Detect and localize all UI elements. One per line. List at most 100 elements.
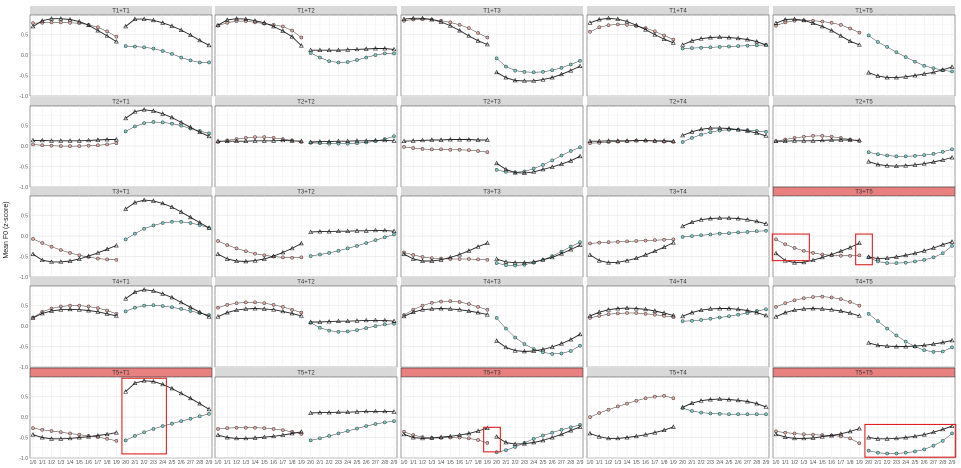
syllable2-point bbox=[699, 410, 704, 415]
syllable2-point bbox=[745, 412, 750, 417]
syllable1-point bbox=[457, 300, 462, 304]
panel-T2-T5: T2+T5 bbox=[772, 97, 956, 188]
syllable2-point bbox=[179, 307, 184, 311]
reference2-point bbox=[717, 396, 723, 401]
x-tick-label: 1/0 bbox=[587, 460, 594, 466]
reference2-point bbox=[169, 114, 175, 120]
reference2-point bbox=[894, 163, 899, 168]
reference2-point bbox=[540, 437, 546, 443]
reference1-point bbox=[438, 434, 444, 439]
syllable1-point bbox=[439, 299, 443, 304]
reference1-point bbox=[67, 16, 73, 22]
syllable1-point bbox=[838, 22, 843, 27]
syllable1-point bbox=[439, 147, 443, 152]
reference1-point bbox=[466, 137, 472, 142]
reference2-point bbox=[336, 47, 341, 53]
reference1-point bbox=[615, 259, 621, 265]
syllable2-point bbox=[727, 314, 731, 319]
syllable1-point bbox=[838, 297, 843, 301]
reference1-point bbox=[457, 28, 462, 33]
reference2-point bbox=[391, 138, 397, 143]
reference2-point bbox=[132, 200, 138, 205]
reference2-point bbox=[169, 385, 175, 391]
reference1-point bbox=[447, 137, 453, 142]
reference2-point bbox=[141, 197, 147, 202]
reference1-line bbox=[589, 17, 674, 44]
reference2-point bbox=[735, 397, 741, 403]
syllable2-point bbox=[754, 412, 759, 417]
reference2-point bbox=[503, 75, 509, 80]
reference2-point bbox=[763, 312, 769, 318]
reference2-point bbox=[494, 69, 500, 75]
reference2-point bbox=[531, 348, 537, 353]
reference1-point bbox=[643, 252, 648, 257]
reference2-point bbox=[363, 317, 369, 323]
plot-area bbox=[214, 285, 398, 368]
syllable1-point bbox=[625, 239, 629, 244]
reference1-point bbox=[484, 312, 490, 317]
syllable2-point bbox=[504, 263, 508, 267]
reference1-point bbox=[587, 252, 593, 257]
syllable2-point bbox=[913, 259, 917, 264]
reference1-point bbox=[271, 138, 276, 143]
syllable2-point bbox=[197, 60, 202, 65]
panel-title: T3+T1 bbox=[112, 190, 130, 196]
reference2-point bbox=[754, 310, 760, 315]
syllable2-line bbox=[682, 407, 766, 415]
x-tick-label: 1/3 bbox=[57, 460, 64, 466]
reference2-point bbox=[726, 396, 732, 402]
syllable1-point bbox=[829, 295, 834, 300]
syllable1-point bbox=[420, 147, 425, 151]
reference1-point bbox=[104, 246, 110, 252]
panel-title: T4+T4 bbox=[669, 280, 687, 286]
x-tick-label: 2/9 bbox=[391, 460, 398, 466]
reference2-point bbox=[345, 228, 351, 234]
reference1-point bbox=[856, 42, 862, 47]
reference2-point bbox=[940, 242, 946, 247]
syllable2-point bbox=[494, 167, 499, 172]
syllable2-point bbox=[170, 52, 174, 56]
syllable2-point bbox=[940, 349, 945, 354]
panel-T1-T1: T1+T1 -1.0 -0.5 0.0 0.5 bbox=[19, 6, 213, 100]
x-tick-label: 2/7 bbox=[372, 460, 379, 466]
syllable2-point bbox=[931, 255, 936, 260]
syllable1-point bbox=[820, 294, 825, 299]
panel-T2-T1: T2+T1 -1.0 -0.5 0.0 0.5 bbox=[19, 97, 213, 191]
syllable2-point bbox=[308, 254, 313, 258]
panel-title: T4+T3 bbox=[483, 280, 501, 286]
reference1-line bbox=[403, 17, 488, 45]
syllable2-point bbox=[894, 154, 899, 159]
y-tick-label: -0.5 bbox=[19, 344, 28, 350]
x-tick-label: 1/8 bbox=[475, 460, 482, 466]
syllable2-point bbox=[903, 260, 908, 265]
reference1-point bbox=[224, 17, 230, 22]
syllable2-point bbox=[903, 339, 908, 344]
reference1-point bbox=[39, 137, 45, 143]
panel-T2-T4: T2+T4 bbox=[586, 97, 770, 188]
reference2-line bbox=[496, 244, 581, 264]
reference1-point bbox=[438, 137, 444, 142]
x-tick-label: 1/6 bbox=[85, 460, 92, 466]
syllable1-point bbox=[466, 148, 471, 153]
reference1-point bbox=[847, 428, 853, 434]
reference1-point bbox=[615, 305, 621, 311]
panel-T5-T3: T5+T31/0 1/1 1/2 1/3 1/4 1/5 1/6 1/7 1/8 1/9 2/0 2/… bbox=[401, 367, 584, 466]
x-tick-label: 1/9 bbox=[670, 460, 677, 466]
reference1-line bbox=[32, 432, 117, 440]
syllable1-point bbox=[40, 241, 45, 245]
x-tick-label: 2/4 bbox=[530, 460, 537, 466]
syllable1-point bbox=[801, 432, 806, 437]
syllable2-point bbox=[336, 248, 341, 253]
reference2-point bbox=[875, 342, 881, 348]
syllable2-line bbox=[125, 45, 209, 63]
syllable1-point bbox=[58, 144, 63, 148]
syllable2-line bbox=[310, 234, 395, 257]
reference2-point bbox=[382, 317, 388, 323]
reference1-point bbox=[234, 138, 239, 144]
reference2-point bbox=[326, 319, 332, 324]
x-tick-label: 1/5 bbox=[633, 460, 640, 466]
reference2-line bbox=[125, 289, 210, 318]
syllable2-point bbox=[207, 60, 211, 65]
syllable2-point bbox=[308, 438, 313, 443]
reference2-point bbox=[354, 228, 360, 233]
